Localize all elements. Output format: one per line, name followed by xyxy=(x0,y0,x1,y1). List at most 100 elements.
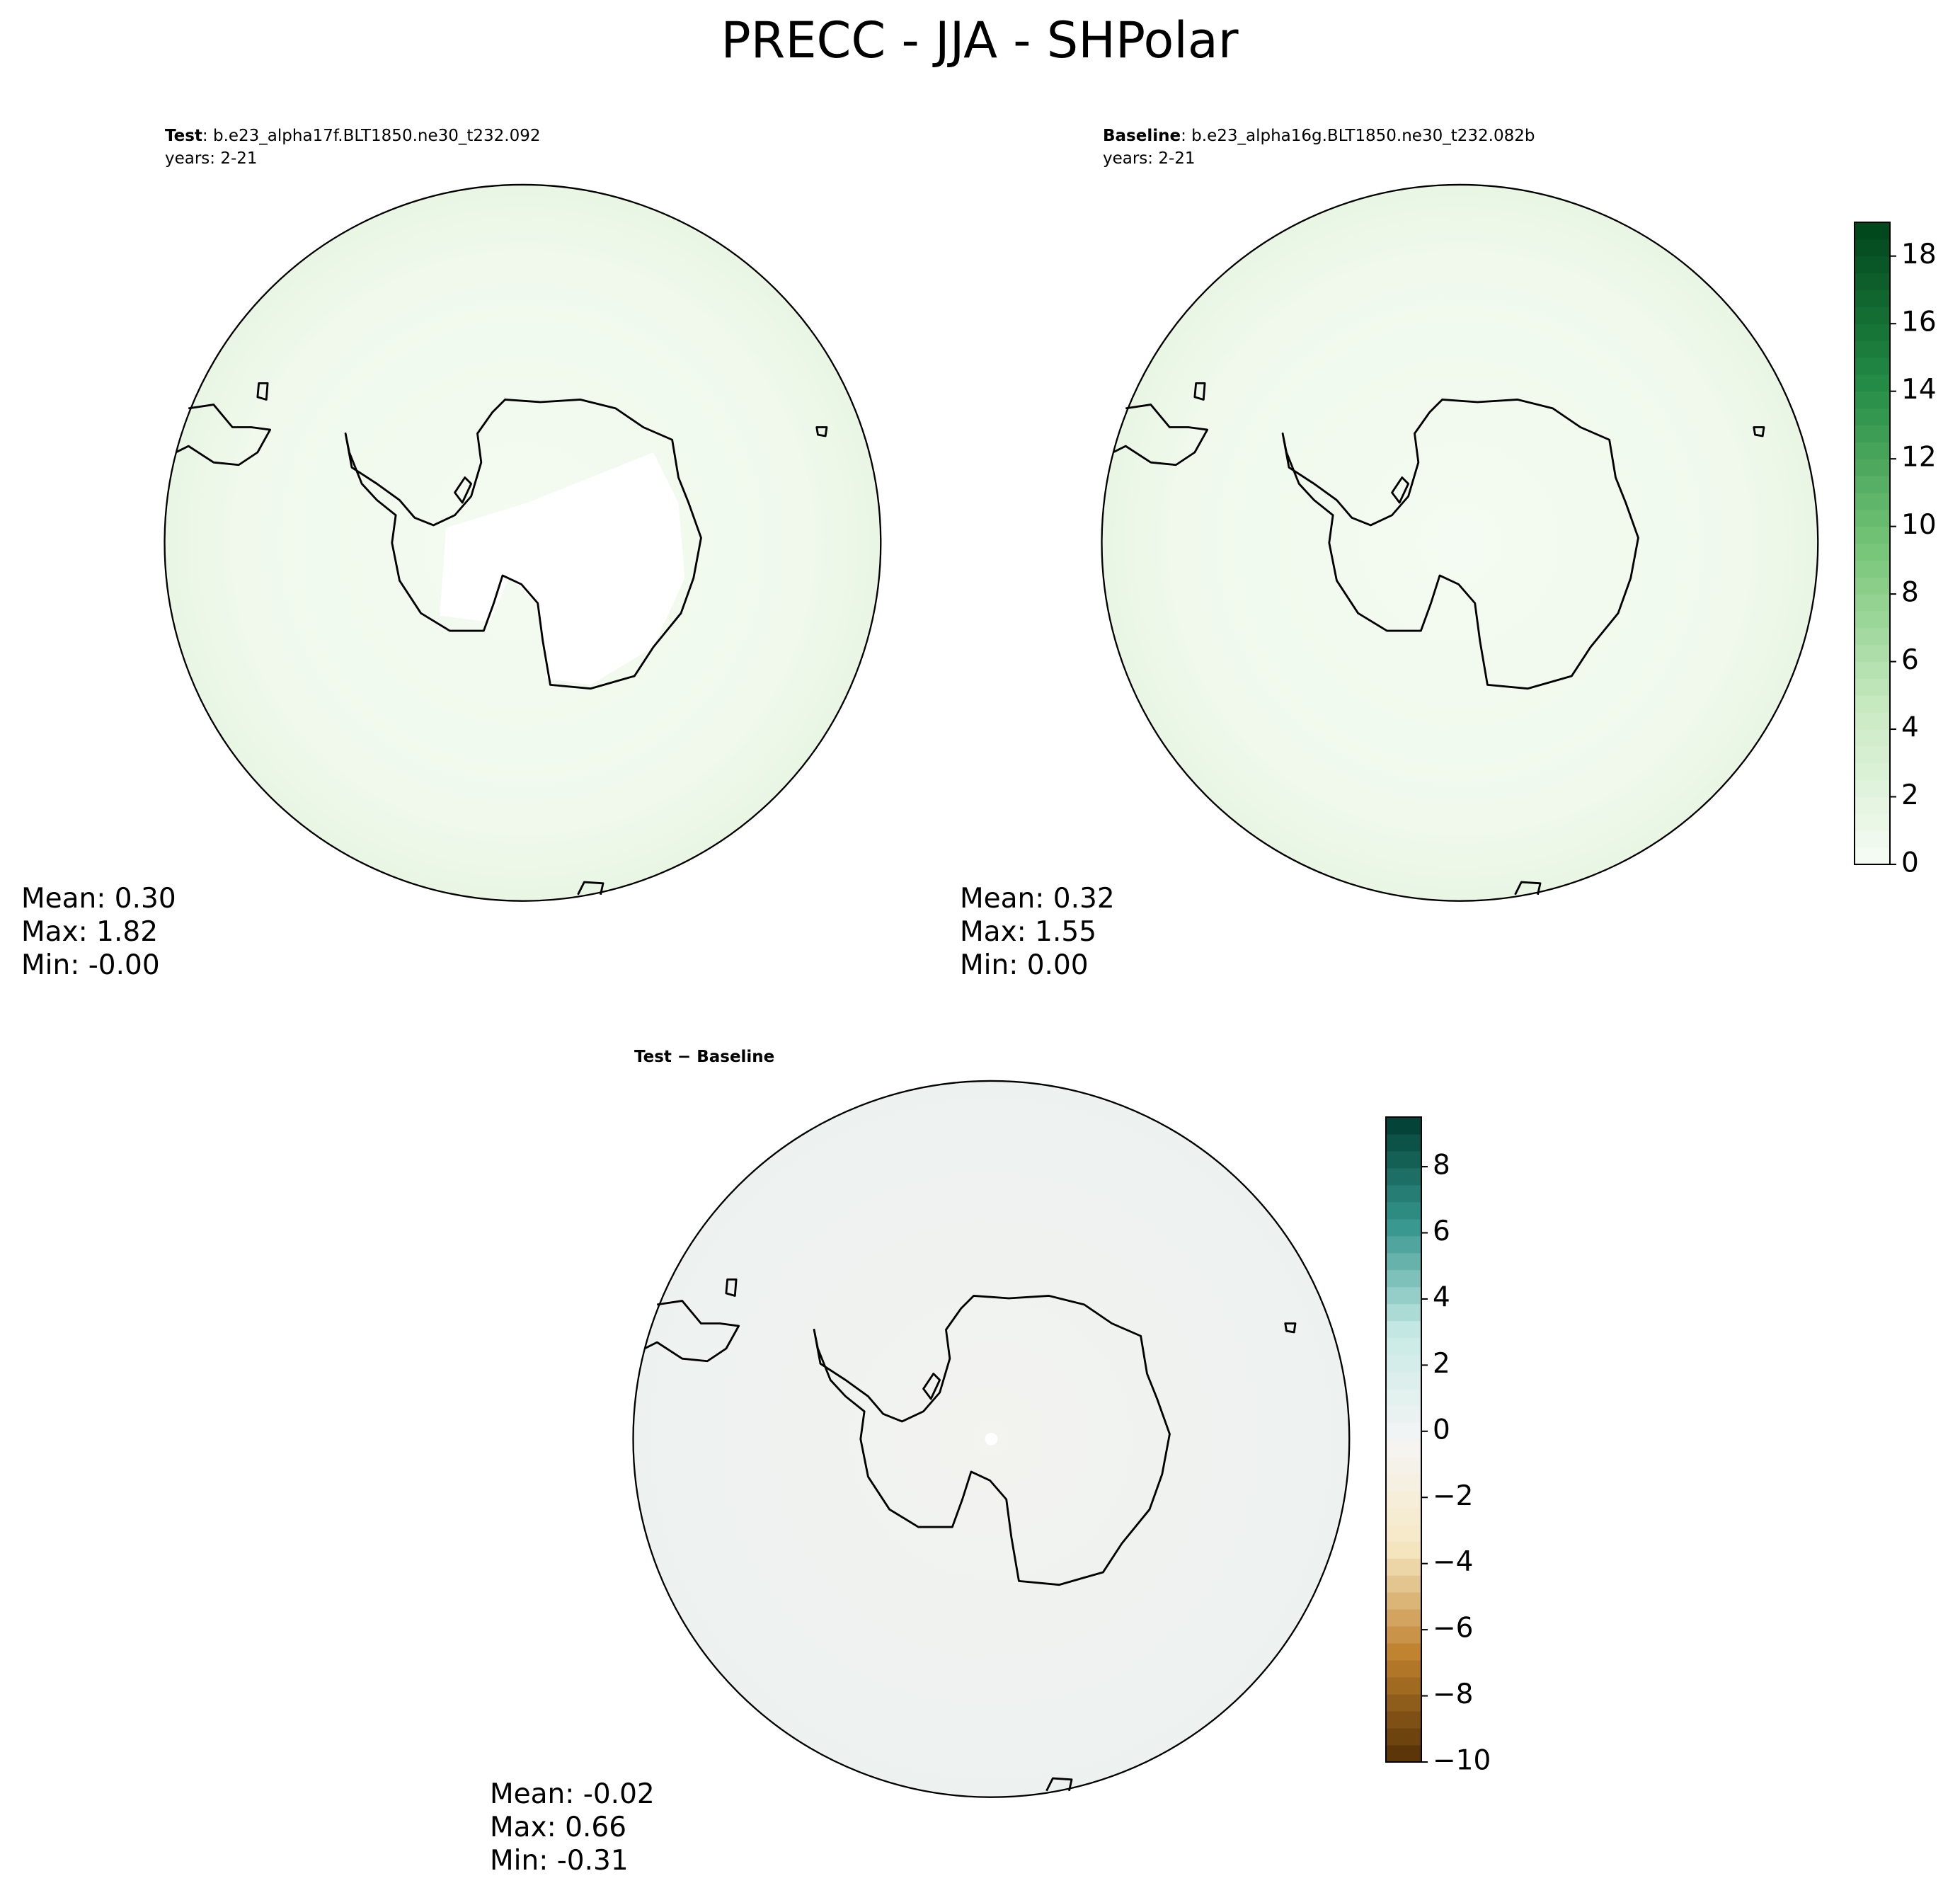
map-panel: Test: b.e23_alpha17f.BLT1850.ne30_t232.0… xyxy=(21,127,882,981)
colorbar-band xyxy=(1386,1167,1421,1186)
colorbar-band xyxy=(1386,1541,1421,1559)
colorbar-band xyxy=(1855,222,1890,240)
colorbar-frame xyxy=(1854,222,1891,865)
colorbar-band xyxy=(1386,1473,1421,1491)
map xyxy=(164,183,882,902)
colorbar-band xyxy=(1386,1439,1421,1457)
colorbar-band xyxy=(1386,1711,1421,1729)
colorbar-tick-label: 0 xyxy=(1433,1414,1450,1446)
colorbar-band xyxy=(1386,1507,1421,1525)
map-panel: Baseline: b.e23_alpha16g.BLT1850.ne30_t2… xyxy=(960,127,1819,981)
colorbar-band xyxy=(1855,324,1890,341)
colorbar-band xyxy=(1855,543,1890,561)
colorbar-band xyxy=(1855,374,1890,392)
colorbar-band xyxy=(1855,290,1890,307)
colorbar-tick-label: 10 xyxy=(1901,509,1937,541)
years: years: 2-21 xyxy=(165,149,258,168)
colorbar-band xyxy=(1386,1422,1421,1440)
colorbar-band xyxy=(1386,1405,1421,1424)
colorbar-band xyxy=(1386,1575,1421,1593)
panel-label: Test xyxy=(165,127,202,145)
colorbar-tick-label: −2 xyxy=(1433,1480,1474,1512)
colorbar-tick-label: −6 xyxy=(1433,1613,1474,1644)
pole xyxy=(985,1432,998,1446)
map xyxy=(632,1080,1351,1798)
stat: Min: -0.00 xyxy=(21,949,160,981)
colorbar-band xyxy=(1386,1337,1421,1356)
colorbar-band xyxy=(1386,1490,1421,1508)
colorbar-band xyxy=(1386,1320,1421,1339)
colorbar-band xyxy=(1386,1303,1421,1322)
colorbar-tick-label: 8 xyxy=(1433,1150,1450,1182)
colorbar-band xyxy=(1386,1235,1421,1254)
colorbar-tick-label: 16 xyxy=(1901,307,1937,338)
stat: Min: -0.31 xyxy=(490,1845,629,1877)
colorbar-band xyxy=(1386,1609,1421,1627)
stat: Mean: 0.32 xyxy=(960,883,1115,915)
colorbar-tick-label: 12 xyxy=(1901,442,1937,474)
colorbar-tick-label: 2 xyxy=(1433,1348,1450,1380)
case-name: : b.e23_alpha17f.BLT1850.ne30_t232.092 xyxy=(202,127,541,145)
colorbar-tick-label: 18 xyxy=(1901,239,1937,270)
colorbar-band xyxy=(1855,796,1890,814)
colorbar-band xyxy=(1855,357,1890,375)
colorbar-band xyxy=(1855,256,1890,274)
colorbar-tick-label: 4 xyxy=(1433,1281,1450,1313)
colorbar-band xyxy=(1855,577,1890,595)
colorbar-band xyxy=(1855,661,1890,679)
case-name: : b.e23_alpha16g.BLT1850.ne30_t232.082b xyxy=(1181,127,1535,145)
colorbar-band xyxy=(1855,627,1890,646)
colorbar-tick-label: 6 xyxy=(1901,644,1919,676)
colorbar-tick-label: 14 xyxy=(1901,374,1937,406)
colorbar-band xyxy=(1386,1592,1421,1610)
colorbar-tick-label: 8 xyxy=(1901,577,1919,609)
colorbar-band xyxy=(1855,695,1890,713)
colorbar-band xyxy=(1855,847,1890,865)
panel-header: Baseline: b.e23_alpha16g.BLT1850.ne30_t2… xyxy=(1103,127,1535,145)
stat: Mean: 0.30 xyxy=(21,883,176,915)
colorbar-band xyxy=(1855,762,1890,781)
colorbar-band xyxy=(1386,1643,1421,1661)
colorbar-band xyxy=(1855,712,1890,730)
colorbar-band xyxy=(1855,459,1890,476)
colorbar-band xyxy=(1855,408,1890,425)
colorbar-band xyxy=(1855,610,1890,629)
colorbar-band xyxy=(1855,594,1890,612)
colorbar-band xyxy=(1386,1456,1421,1474)
colorbar-band xyxy=(1855,745,1890,764)
stat: Max: 1.55 xyxy=(960,916,1096,948)
colorbar-band xyxy=(1386,1117,1421,1135)
colorbar-tick-label: −4 xyxy=(1433,1546,1474,1578)
map xyxy=(1101,183,1819,902)
colorbar-band xyxy=(1386,1524,1421,1542)
map-disk xyxy=(1101,183,1819,902)
colorbar-band xyxy=(1855,492,1890,510)
colorbar-band xyxy=(1855,830,1890,848)
colorbar-band xyxy=(1386,1388,1421,1407)
colorbar-tick-label: 0 xyxy=(1901,847,1919,879)
colorbar-band xyxy=(1855,341,1890,358)
colorbar-band xyxy=(1386,1626,1421,1644)
colorbar-frame xyxy=(1385,1116,1422,1763)
colorbar-band xyxy=(1386,1728,1421,1746)
colorbar-band xyxy=(1386,1286,1421,1305)
panel-header: Test: b.e23_alpha17f.BLT1850.ne30_t232.0… xyxy=(165,127,541,145)
colorbar-band xyxy=(1855,644,1890,663)
colorbar-band xyxy=(1855,239,1890,257)
colorbar-band xyxy=(1386,1558,1421,1576)
colorbar-band xyxy=(1855,442,1890,459)
zero-region xyxy=(440,452,685,685)
colorbar-band xyxy=(1855,813,1890,831)
stat: Mean: -0.02 xyxy=(490,1778,655,1810)
colorbar-band xyxy=(1855,509,1890,527)
colorbar-band xyxy=(1855,560,1890,578)
colorbar-band xyxy=(1386,1201,1421,1220)
colorbar-band xyxy=(1855,273,1890,290)
colorbar-band xyxy=(1386,1745,1421,1763)
colorbar-band xyxy=(1855,307,1890,324)
colorbar-band xyxy=(1386,1269,1421,1288)
colorbar-band xyxy=(1855,526,1890,544)
colorbar-band xyxy=(1855,729,1890,747)
stat: Max: 1.82 xyxy=(21,916,158,948)
